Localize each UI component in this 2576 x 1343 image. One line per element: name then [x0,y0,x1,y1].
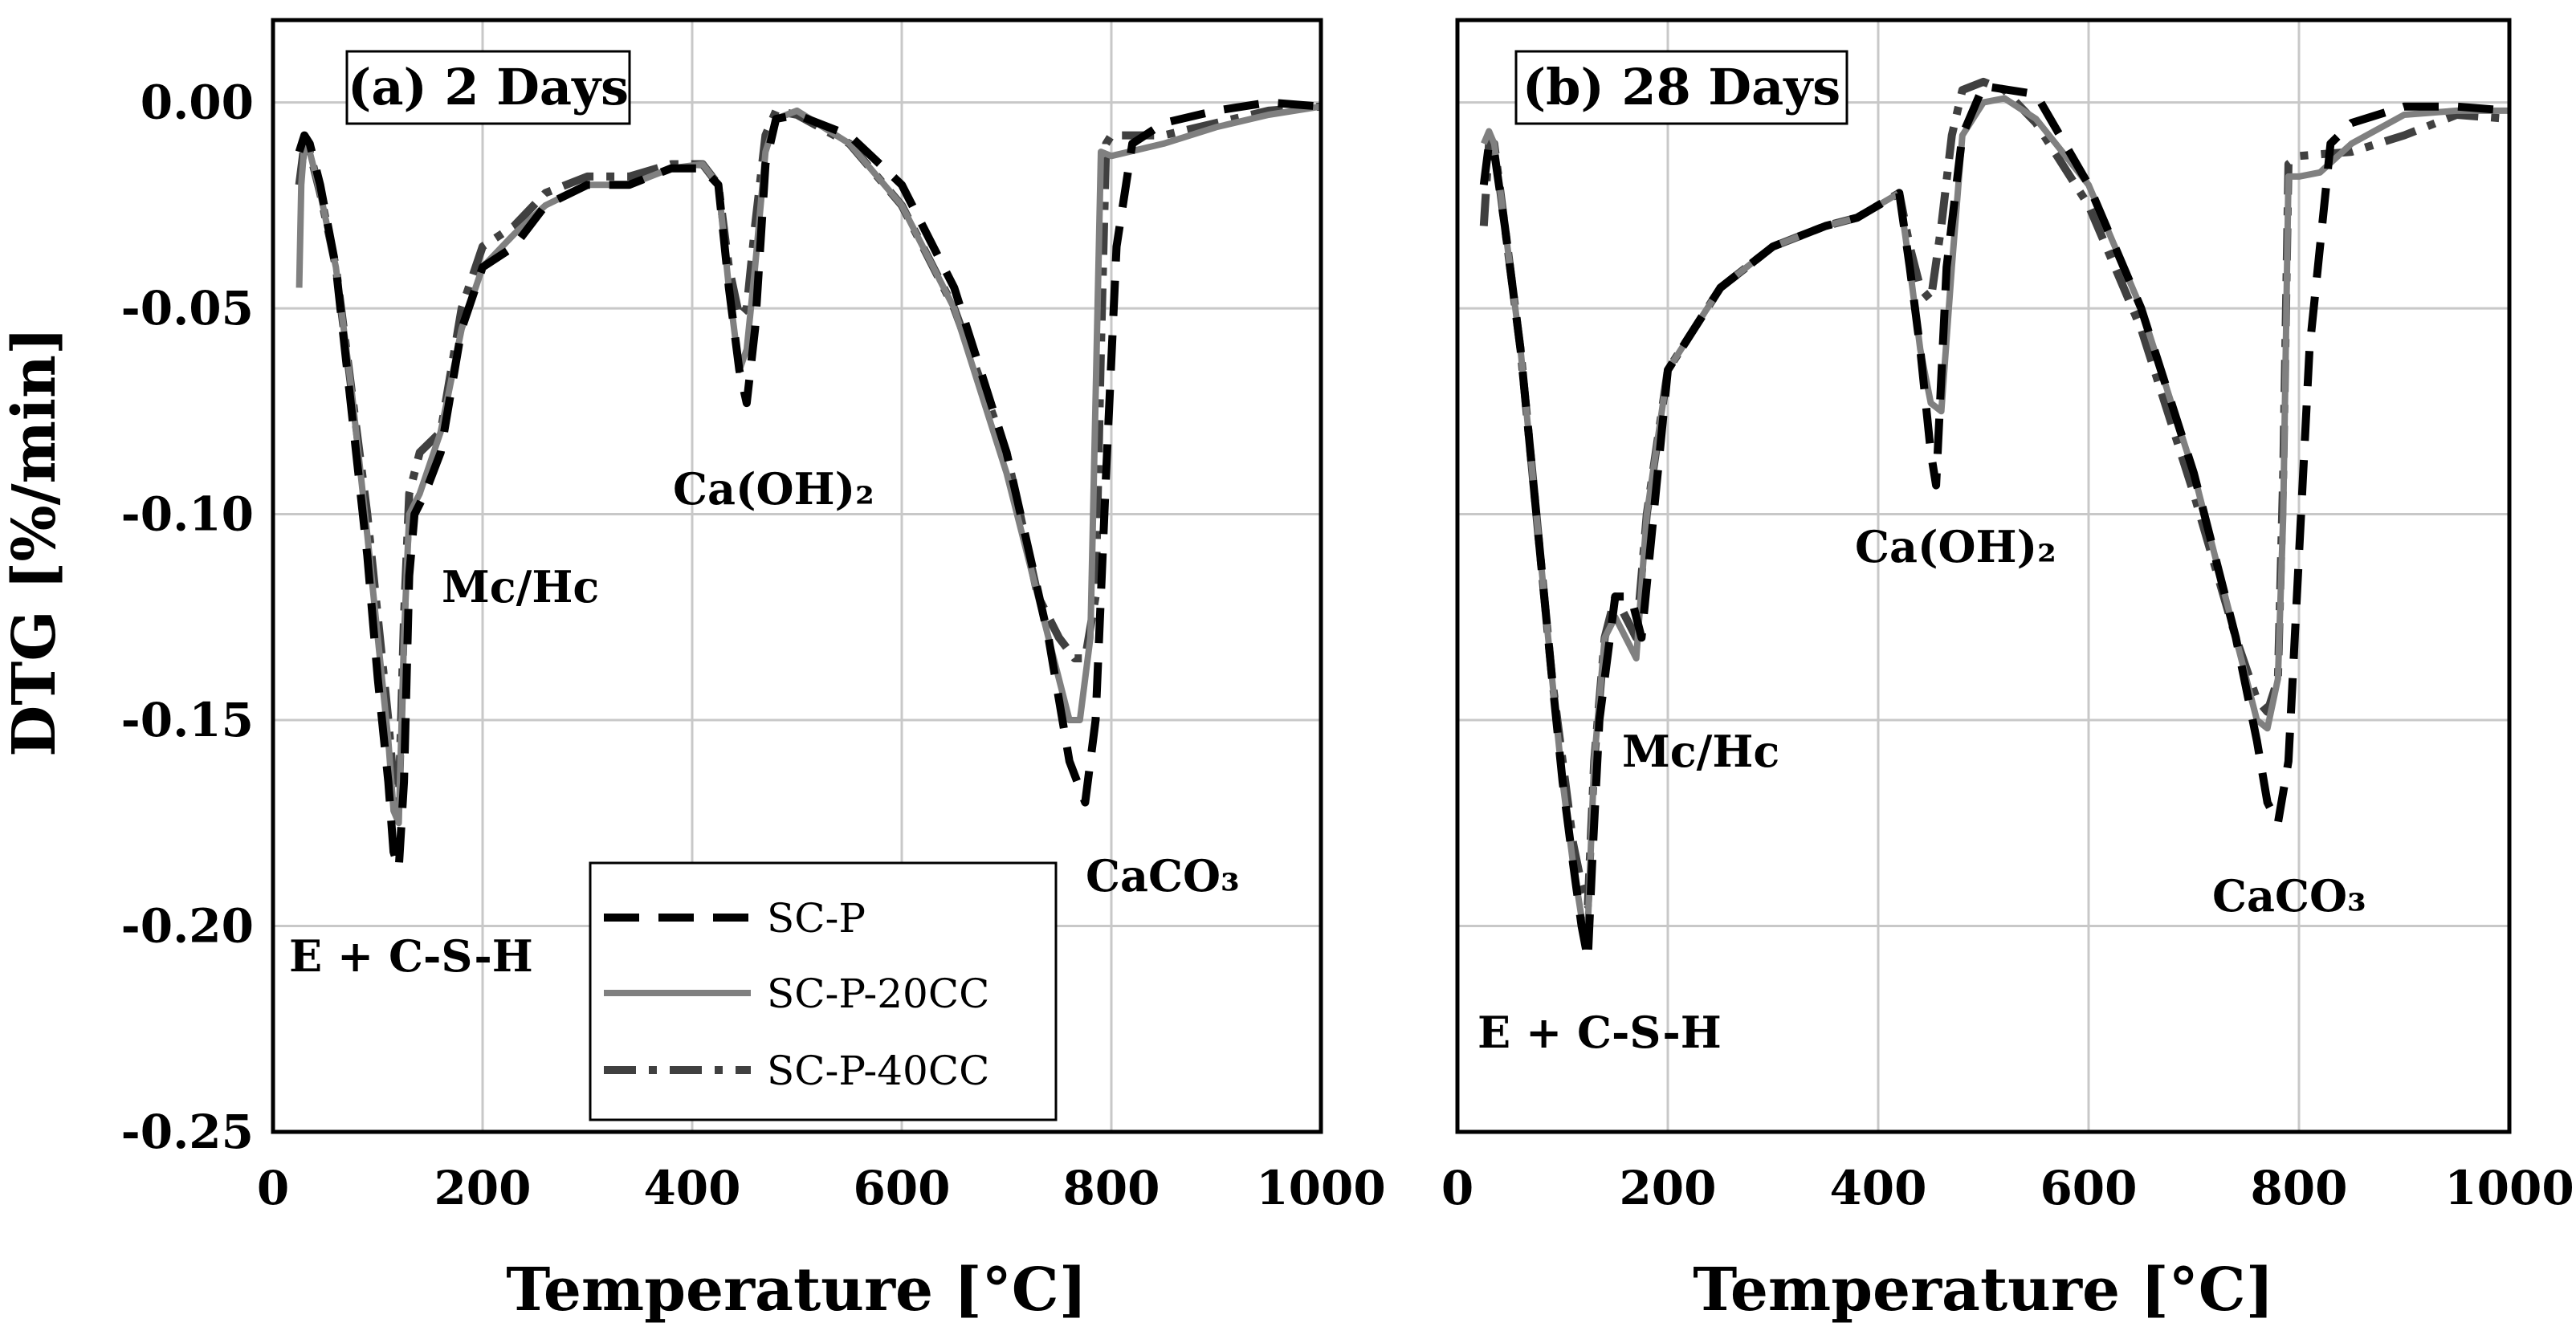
panel-b-series-sc-p [1479,82,2510,963]
panel-b-x-axis-title: Temperature [°C] [1693,1256,2273,1325]
legend: SC-P SC-P-20CC SC-P-40CC [589,861,1058,1121]
panel-a-series-sc-p-40cc [295,102,1322,807]
panel-b-annotation-mc-hc: Mc/Hc [1622,726,1779,777]
panel-a-annotation-caco3: CaCO₃ [1086,850,1240,901]
panel-b-series [1479,77,2510,963]
panel-a-x-tick-labels: 0 200 400 600 800 1000 [257,1161,1386,1215]
legend-label-sc-p-20cc: SC-P-20CC [767,971,989,1017]
panel-b-x-tick-600: 600 [2040,1161,2137,1215]
panel-b-x-tick-400: 400 [1829,1161,1926,1215]
panel-a-annotation-mc-hc: Mc/Hc [442,561,599,612]
panel-a-y-tick--0.10: -0.10 [121,487,254,542]
panel-b-series-sc-p-20cc [1481,95,2509,930]
panel-a-title-box [345,50,631,125]
panel-b-plot-frame [1455,18,2512,1134]
panel-a-x-axis-title: Temperature [°C] [506,1256,1086,1325]
panel-a-x-tick-800: 800 [1062,1161,1160,1215]
panel-b-x-tick-200: 200 [1619,1161,1716,1215]
panel-a-x-tick-200: 200 [434,1161,531,1215]
panel-a-x-tick-400: 400 [643,1161,740,1215]
panel-b-grid [1457,20,2509,1132]
panel-b-x-tick-1000: 1000 [2444,1161,2574,1215]
panel-a-series [295,98,1322,873]
panel-a-y-tick--0.15: -0.15 [121,693,254,747]
panel-a-y-tick-labels: 0.00 -0.05 -0.10 -0.15 -0.20 -0.25 [121,75,254,1159]
panel-a-x-tick-600: 600 [853,1161,950,1215]
panel-a-series-sc-p [295,98,1322,873]
panel-b-series-sc-p-40cc [1479,77,2510,910]
panel-b-title-box [1514,50,1848,125]
y-axis-title: DTG [%/min] [0,327,69,757]
legend-label-sc-p: SC-P [767,895,866,942]
panel-a-y-tick--0.20: -0.20 [121,899,254,954]
panel-b-x-tick-0: 0 [1441,1161,1473,1215]
panel-a-y-tick--0.25: -0.25 [121,1105,254,1159]
panel-a-x-tick-0: 0 [257,1161,289,1215]
legend-label-sc-p-40cc: SC-P-40CC [767,1048,989,1094]
panel-a-x-tick-1000: 1000 [1256,1161,1385,1215]
panel-b-title: (b) 28 Days [1522,58,1840,116]
panel-a-y-tick-0.00: 0.00 [141,75,254,130]
panel-a-annotation-e-csh: E + C-S-H [289,930,533,982]
panel-a: 0.00 -0.05 -0.10 -0.15 -0.20 -0.25 0 200 400 600… [121,18,1386,1325]
panel-b-x-tick-labels: 0 200 400 600 800 1000 [1441,1161,2574,1215]
panel-a-y-tick--0.05: -0.05 [121,281,254,336]
panel-a-annotation-caoh2: Ca(OH)₂ [673,463,874,515]
panel-b-x-tick-800: 800 [2250,1161,2347,1215]
panel-a-plot-frame [271,18,1323,1134]
panel-a-title: (a) 2 Days [348,58,629,116]
panel-b-annotation-e-csh: E + C-S-H [1478,1007,1722,1058]
panel-b-annotation-caoh2: Ca(OH)₂ [1855,521,2056,572]
panel-b-annotation-caco3: CaCO₃ [2212,870,2366,922]
panel-b: 0 200 400 600 800 1000 Temperature [°C] (b) 2… [1441,18,2574,1325]
